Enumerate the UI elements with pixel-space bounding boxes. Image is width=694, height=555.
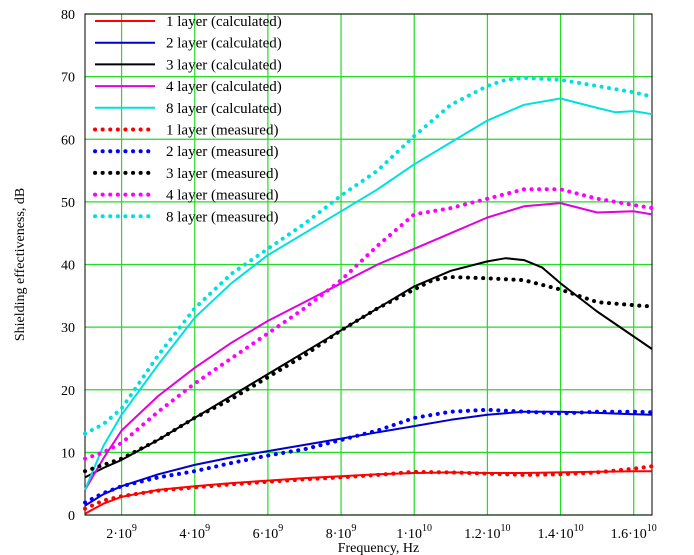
x-tick-label-0: 2·109 bbox=[106, 523, 137, 542]
x-tick-label-7: 1.6·1010 bbox=[611, 523, 657, 542]
x-tick-label-3: 8·109 bbox=[326, 523, 357, 542]
y-tick-label-80: 80 bbox=[61, 8, 75, 23]
series-line-2-layer-calculated bbox=[84, 410, 653, 507]
legend-label-6: 2 layer (measured) bbox=[166, 144, 278, 160]
x-tick-label-6: 1.4·1010 bbox=[537, 523, 583, 542]
series-line-3-layer-measured bbox=[83, 275, 654, 474]
x-tick-label-4: 1·1010 bbox=[396, 523, 432, 542]
y-tick-label-60: 60 bbox=[61, 133, 75, 148]
legend-label-3: 4 layer (calculated) bbox=[166, 79, 282, 95]
legend-label-2: 3 layer (calculated) bbox=[166, 57, 282, 73]
y-tick-label-20: 20 bbox=[61, 384, 75, 399]
y-tick-label-70: 70 bbox=[61, 71, 75, 86]
y-axis-ticks: 0 10 20 30 40 50 60 70 80 bbox=[61, 8, 75, 524]
legend-label-9: 8 layer (measured) bbox=[166, 209, 278, 225]
series-line-1-layer-calculated bbox=[84, 470, 652, 515]
series-lines bbox=[83, 75, 654, 515]
x-axis-ticks: 2·109 4·109 6·109 8·109 1·1010 1.2·1010 1.4·10… bbox=[106, 523, 657, 542]
series-line-1-layer-measured bbox=[83, 464, 654, 511]
y-axis-label: Shielding effectiveness, dB bbox=[13, 188, 28, 341]
legend-label-0: 1 layer (calculated) bbox=[166, 14, 282, 30]
legend-label-1: 2 layer (calculated) bbox=[166, 36, 282, 52]
legend-label-4: 8 layer (calculated) bbox=[166, 101, 282, 117]
x-tick-label-2: 6·109 bbox=[253, 523, 284, 542]
legend-label-7: 3 layer (measured) bbox=[166, 166, 278, 182]
y-tick-label-10: 10 bbox=[61, 446, 75, 461]
x-tick-label-1: 4·109 bbox=[179, 523, 210, 542]
y-tick-label-50: 50 bbox=[61, 196, 75, 211]
plot-area bbox=[84, 13, 653, 516]
x-axis-label: Frequency, Hz bbox=[338, 541, 420, 555]
series-line-8-layer-calculated bbox=[84, 97, 653, 491]
series-line-2-layer-measured bbox=[83, 407, 654, 505]
legend-label-5: 1 layer (measured) bbox=[166, 123, 278, 139]
x-tick-label-5: 1.2·1010 bbox=[464, 523, 510, 542]
legend: 1 layer (calculated) 2 layer (calculated)… bbox=[93, 14, 282, 225]
series-line-4-layer-calculated bbox=[84, 202, 653, 491]
y-tick-label-0: 0 bbox=[68, 509, 75, 524]
series-line-4-layer-measured bbox=[83, 187, 654, 461]
y-tick-label-30: 30 bbox=[61, 321, 75, 336]
y-tick-label-40: 40 bbox=[61, 259, 75, 274]
legend-label-8: 4 layer (measured) bbox=[166, 188, 278, 204]
